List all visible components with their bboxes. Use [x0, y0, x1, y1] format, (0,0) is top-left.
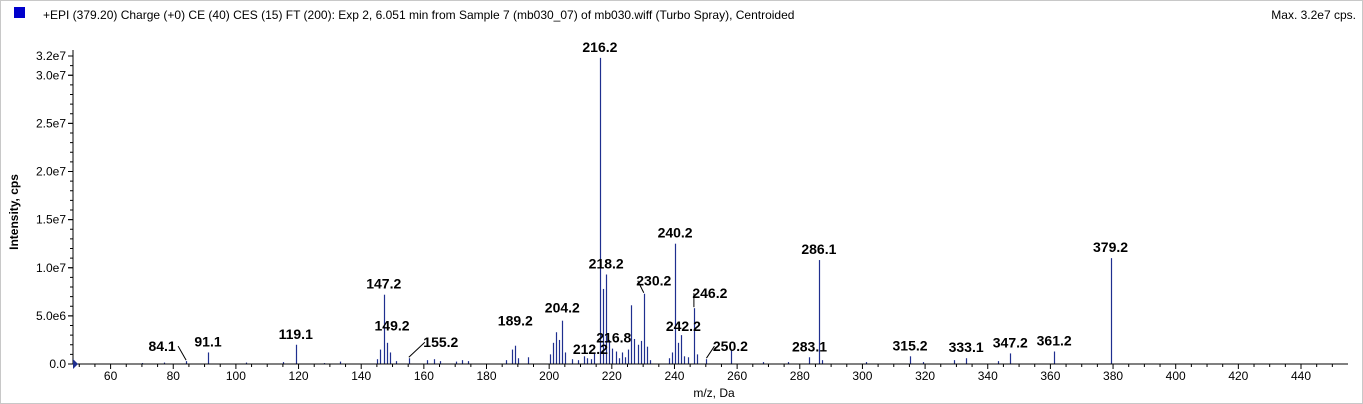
peak-label: 218.2	[589, 255, 624, 271]
peak-label: 286.1	[801, 241, 836, 257]
x-tick-label: 300	[852, 369, 872, 383]
y-axis-title: Intensity, cps	[7, 174, 21, 250]
peak-label: 246.2	[692, 285, 727, 301]
y-tick-label: 1.5e7	[36, 213, 66, 227]
x-tick-label: 80	[167, 369, 181, 383]
x-tick-label: 240	[664, 369, 684, 383]
peak-label: 84.1	[148, 338, 175, 354]
x-tick-label: 120	[289, 369, 309, 383]
x-tick-label: 400	[1166, 369, 1186, 383]
peak-label: 189.2	[498, 313, 533, 329]
peak-label: 379.2	[1093, 239, 1128, 255]
y-tick-label: 2.5e7	[36, 116, 66, 130]
peak-label: 147.2	[366, 276, 401, 292]
x-tick-label: 200	[539, 369, 559, 383]
x-axis-title: m/z, Da	[693, 386, 735, 400]
x-tick-label: 340	[978, 369, 998, 383]
x-tick-label: 320	[915, 369, 935, 383]
peak-label: 250.2	[713, 338, 748, 354]
peak-label-leader	[706, 345, 715, 359]
y-tick-label: 0.0	[49, 357, 66, 371]
x-tick-label: 380	[1103, 369, 1123, 383]
y-tick-label: 1.0e7	[36, 261, 66, 275]
legend-swatch	[14, 7, 25, 18]
peak-label-leader	[637, 280, 645, 293]
y-tick-label: 2.0e7	[36, 165, 66, 179]
y-tick-label: 3.2e7	[36, 49, 66, 63]
axes-layer: 60 80 100 120 140 160 180 200 220 240 260 280 300 320…	[36, 49, 1348, 383]
peak-label: 283.1	[792, 338, 827, 354]
x-tick-label: 280	[790, 369, 810, 383]
x-tick-label: 100	[226, 369, 246, 383]
peak-label-leader	[177, 345, 187, 361]
peak-label: 361.2	[1037, 332, 1072, 348]
x-tick-label: 160	[414, 369, 434, 383]
origin-marker-icon	[73, 359, 78, 369]
peak-label: 91.1	[194, 333, 221, 349]
peak-label: 347.2	[993, 334, 1028, 350]
peak-label: 333.1	[949, 339, 984, 355]
peak-label: 216.2	[582, 39, 617, 55]
x-tick-label: 140	[351, 369, 371, 383]
y-tick-label: 3.0e7	[36, 68, 66, 82]
x-tick-label: 420	[1228, 369, 1248, 383]
peak-labels-layer: 84.1 91.1 119.1 147.2 149.2 155.2 189.2 204.2 21…	[148, 39, 1128, 361]
x-tick-label: 180	[476, 369, 496, 383]
peak-label: 216.8	[596, 329, 631, 345]
x-tick-label: 260	[727, 369, 747, 383]
x-tick-label: 440	[1291, 369, 1311, 383]
x-tick-label: 360	[1040, 369, 1060, 383]
x-tick-label: 220	[602, 369, 622, 383]
x-tick-label: 60	[104, 369, 118, 383]
peak-label: 204.2	[545, 300, 580, 316]
peak-label: 155.2	[423, 334, 458, 350]
max-intensity-label: Max. 3.2e7 cps.	[1271, 8, 1356, 22]
peak-label: 119.1	[279, 326, 313, 342]
peak-label: 230.2	[636, 273, 671, 289]
peak-label: 240.2	[658, 225, 693, 241]
peak-label: 212.2	[573, 341, 608, 357]
peak-label: 315.2	[893, 337, 928, 353]
peaks-layer	[141, 57, 1113, 364]
peak-label: 242.2	[666, 318, 701, 334]
spectrum-title: +EPI (379.20) Charge (+0) CE (40) CES (1…	[43, 8, 795, 22]
peak-label: 149.2	[375, 317, 410, 333]
peak-label-leader	[408, 341, 426, 358]
y-tick-label: 5.0e6	[36, 309, 66, 323]
